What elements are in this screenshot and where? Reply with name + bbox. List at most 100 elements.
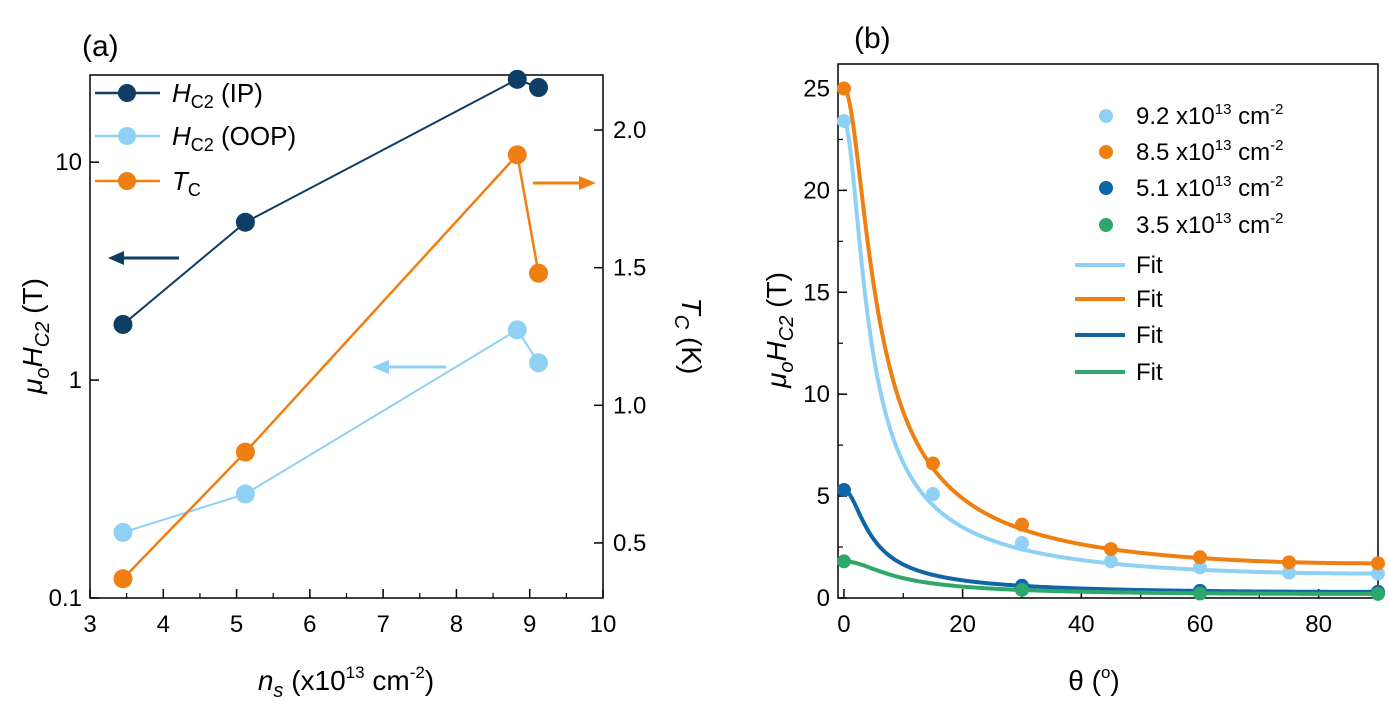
data-point — [235, 212, 255, 232]
y-left-tick-label: 0.1 — [49, 585, 82, 612]
data-point — [507, 320, 527, 340]
data-point — [1281, 565, 1296, 580]
legend-entry-tc: TC — [95, 166, 201, 200]
svg-text:8.5 x1013 cm-2: 8.5 x1013 cm-2 — [1136, 137, 1283, 166]
x-tick-label: 4 — [157, 611, 170, 638]
panel-b-frame — [837, 63, 1379, 599]
data-point — [836, 482, 851, 497]
y-right-tick-label: 2.0 — [613, 117, 646, 144]
legend-fit-blue: Fit — [1075, 322, 1163, 349]
data-point — [1014, 535, 1029, 550]
panel-b-x-axis-label: θ (o) — [1068, 663, 1119, 696]
svg-text:Fit: Fit — [1136, 252, 1163, 279]
arrow-tc-to-right-axis — [533, 176, 596, 190]
data-point — [1103, 554, 1118, 569]
y-tick-label: 10 — [803, 381, 830, 408]
panel-b-legend: 9.2 x1013 cm-2 8.5 x1013 cm-2 5.1 x1013 … — [1075, 101, 1283, 386]
panel-a-y-axis-label-right: TC (K) — [670, 298, 707, 375]
panel-b-y-axis-label: μoHC2 (T) — [761, 272, 798, 389]
data-point — [113, 522, 133, 542]
data-point — [113, 569, 133, 589]
data-point — [235, 442, 255, 462]
data-point — [1192, 586, 1207, 601]
legend-entry-3-5: 3.5 x1013 cm-2 — [1099, 210, 1283, 239]
x-tick-label: 6 — [303, 611, 316, 638]
panel-a-legend: HC2 (IP) HC2 (OOP) TC — [95, 78, 296, 200]
legend-fit-light-blue: Fit — [1075, 252, 1163, 279]
series-line — [122, 78, 539, 326]
data-point — [1014, 582, 1029, 597]
data-point — [1371, 556, 1385, 571]
legend-entry-hc2-oop: HC2 (OOP) — [95, 121, 296, 155]
panel-a-y-ticks-left: 0.1 1 10 — [49, 149, 99, 612]
panel-a: (a) 3 4 5 6 7 8 9 10 0.1 1 10 0.5 1.0 1.5 2.0 ns (x1… — [17, 30, 707, 702]
data-point — [1281, 555, 1296, 570]
y-right-tick-label: 1.5 — [613, 255, 646, 282]
y-right-tick-label: 0.5 — [613, 530, 646, 557]
legend-entry-hc2-ip: HC2 (IP) — [95, 78, 263, 112]
data-point — [235, 484, 255, 504]
svg-text:HC2 (IP): HC2 (IP) — [172, 78, 263, 112]
data-point — [529, 353, 549, 373]
svg-text:Fit: Fit — [1136, 322, 1163, 349]
data-point — [1014, 517, 1029, 532]
panel-a-label: (a) — [82, 30, 119, 63]
y-left-tick-label: 10 — [55, 149, 82, 176]
y-right-tick-label: 1.0 — [613, 392, 646, 419]
data-point — [507, 145, 527, 165]
panel-b-label: (b) — [854, 22, 891, 55]
data-point — [529, 263, 549, 283]
x-tick-label: 9 — [523, 611, 536, 638]
panel-a-x-ticks: 3 4 5 6 7 8 9 10 — [83, 589, 616, 638]
x-tick-label: 10 — [590, 611, 617, 638]
data-point — [925, 487, 940, 502]
svg-text:Fit: Fit — [1136, 286, 1163, 313]
x-tick-label: 80 — [1305, 611, 1332, 638]
x-tick-label: 8 — [450, 611, 463, 638]
panel-a-y-ticks-right: 0.5 1.0 1.5 2.0 — [594, 117, 646, 557]
data-point — [529, 78, 549, 98]
x-tick-label: 5 — [230, 611, 243, 638]
fit-curve — [842, 86, 1378, 566]
legend-entry-5-1: 5.1 x1013 cm-2 — [1099, 173, 1283, 202]
data-point — [1371, 566, 1385, 581]
series-line — [122, 328, 540, 534]
fit-curve — [843, 559, 1378, 596]
panel-a-x-axis-label: ns (x1013 cm-2) — [258, 663, 434, 702]
y-tick-label: 25 — [803, 75, 830, 102]
arrow-ip-to-left-axis — [108, 251, 179, 265]
panel-b-series — [836, 81, 1385, 601]
x-tick-label: 20 — [949, 611, 976, 638]
legend-fit-green: Fit — [1075, 359, 1163, 386]
x-tick-label: 0 — [837, 611, 850, 638]
arrow-oop-to-left-axis — [372, 360, 446, 374]
svg-text:3.5 x1013 cm-2: 3.5 x1013 cm-2 — [1136, 210, 1283, 239]
y-tick-label: 0 — [817, 585, 830, 612]
panel-b-y-ticks: 0 5 10 15 20 25 — [803, 75, 847, 612]
data-point — [113, 314, 133, 334]
legend-entry-9-2: 9.2 x1013 cm-2 — [1099, 101, 1283, 130]
data-point — [836, 554, 851, 569]
legend-entry-8-5: 8.5 x1013 cm-2 — [1099, 137, 1283, 166]
y-tick-label: 15 — [803, 279, 830, 306]
x-tick-label: 3 — [83, 611, 96, 638]
x-tick-label: 7 — [376, 611, 389, 638]
data-point — [836, 81, 851, 96]
svg-text:HC2 (OOP): HC2 (OOP) — [172, 121, 296, 155]
panel-a-series — [113, 69, 549, 589]
x-tick-label: 60 — [1187, 611, 1214, 638]
svg-text:TC: TC — [172, 166, 201, 200]
data-point — [925, 456, 940, 471]
svg-text:Fit: Fit — [1136, 359, 1163, 386]
data-point — [1371, 586, 1385, 601]
panel-a-y-axis-label-left: μoHC2 (T) — [17, 278, 54, 395]
data-point — [507, 69, 527, 89]
y-tick-label: 5 — [817, 483, 830, 510]
y-tick-label: 20 — [803, 177, 830, 204]
svg-text:5.1 x1013 cm-2: 5.1 x1013 cm-2 — [1136, 173, 1283, 202]
series-line — [122, 152, 540, 580]
fit-curve — [843, 488, 1378, 594]
panel-b: (b) 0 20 40 60 80 0 5 10 15 20 25 θ (o) μoHC2 (T)… — [761, 22, 1385, 696]
panel-b-x-ticks: 0 20 40 60 80 — [837, 589, 1379, 638]
